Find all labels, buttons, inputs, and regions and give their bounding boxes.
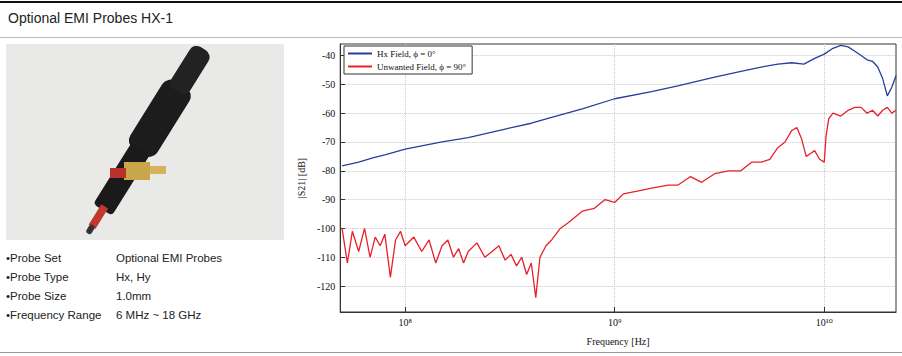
svg-text:-90: -90 xyxy=(322,194,335,205)
svg-text:-40: -40 xyxy=(322,50,335,61)
html-text:6 MHz ~ 18 GHz: 6 MHz ~ 18 GHz xyxy=(116,309,202,321)
svg-text:Hx Field, ϕ = 0°: Hx Field, ϕ = 0° xyxy=(377,49,436,59)
svg-text:-100: -100 xyxy=(317,223,335,234)
svg-text:|S21| [dB]: |S21| [dB] xyxy=(296,158,307,198)
svg-text:10⁸: 10⁸ xyxy=(398,317,412,328)
svg-text:-120: -120 xyxy=(317,281,335,292)
svg-text:-80: -80 xyxy=(322,165,335,176)
svg-text:-110: -110 xyxy=(317,252,335,263)
html-text:Optional EMI Probes: Optional EMI Probes xyxy=(116,252,223,264)
html-text:Hx, Hy: Hx, Hy xyxy=(116,271,151,283)
svg-text:-50: -50 xyxy=(322,79,335,90)
html-text:•Probe Type: •Probe Type xyxy=(6,271,69,283)
html-text:1.0mm: 1.0mm xyxy=(116,290,152,302)
svg-text:10¹⁰: 10¹⁰ xyxy=(816,317,833,328)
html-text:Optional EMI Probes HX-1: Optional EMI Probes HX-1 xyxy=(8,10,173,26)
svg-text:10⁹: 10⁹ xyxy=(608,317,622,328)
svg-text:-70: -70 xyxy=(322,136,335,147)
svg-text:Frequency [Hz]: Frequency [Hz] xyxy=(587,336,650,347)
html-text:•Probe Size: •Probe Size xyxy=(6,290,67,302)
html-text:•Probe Set: •Probe Set xyxy=(6,252,62,264)
html-text:•Frequency Range: •Frequency Range xyxy=(6,309,102,321)
svg-text:Unwanted Field, ϕ = 90°: Unwanted Field, ϕ = 90° xyxy=(377,62,467,72)
svg-text:-60: -60 xyxy=(322,108,335,119)
